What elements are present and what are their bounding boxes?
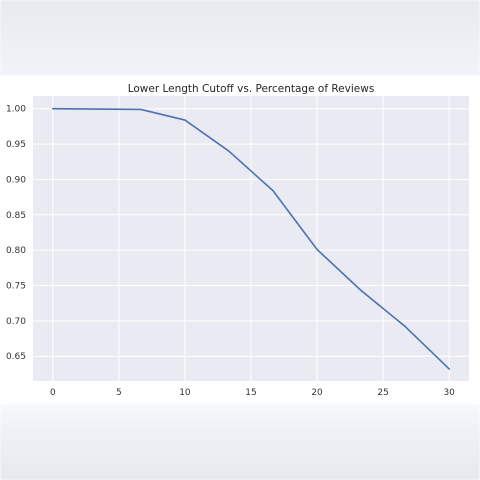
chart-figure: Lower Length Cutoff vs. Percentage of Re… [0, 76, 480, 404]
line-chart: Lower Length Cutoff vs. Percentage of Re… [6, 83, 469, 398]
blurred-top-background [0, 0, 480, 76]
x-tick-label: 30 [443, 388, 455, 398]
y-tick-label: 0.90 [6, 175, 26, 185]
chart-title: Lower Length Cutoff vs. Percentage of Re… [128, 83, 375, 95]
x-tick-label: 25 [377, 388, 388, 398]
y-tick-label: 0.95 [6, 140, 26, 150]
y-tick-label: 1.00 [6, 105, 26, 115]
x-tick-label: 20 [311, 388, 323, 398]
tick-labels: 0 5 10 15 20 25 30 0.65 0.70 0.75 0.80 0.85 0.90 0.95… [6, 105, 455, 398]
series-line [52, 107, 450, 370]
blurred-bottom-background [0, 404, 480, 480]
y-tick-label: 0.65 [6, 352, 26, 362]
series-layer [52, 107, 450, 370]
x-tick-label: 0 [50, 388, 56, 398]
grid-lines [33, 96, 469, 381]
x-tick-label: 15 [245, 388, 256, 398]
y-tick-label: 0.70 [6, 317, 26, 327]
x-tick-label: 10 [179, 388, 191, 398]
y-tick-label: 0.85 [6, 211, 26, 221]
y-tick-label: 0.80 [6, 246, 26, 256]
y-tick-label: 0.75 [6, 282, 26, 292]
x-tick-label: 5 [116, 388, 122, 398]
